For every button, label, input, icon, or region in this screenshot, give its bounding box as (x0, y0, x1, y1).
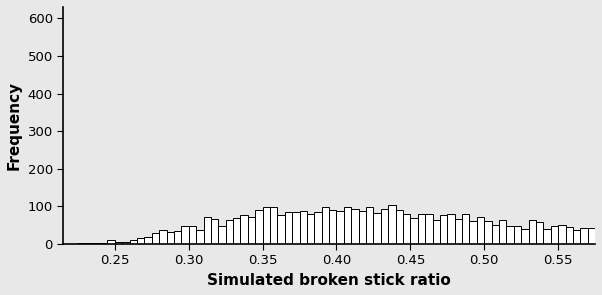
Bar (499, 220, 506, 244)
Bar (122, 242, 129, 244)
Bar (248, 217, 255, 244)
Bar (411, 218, 418, 244)
Bar (211, 219, 219, 244)
Bar (492, 225, 499, 244)
Bar (447, 214, 455, 244)
Bar (432, 219, 440, 244)
Bar (573, 230, 580, 244)
Bar (558, 225, 565, 244)
Bar (300, 211, 307, 244)
Bar (440, 215, 447, 244)
Bar (85, 243, 93, 244)
Bar (536, 222, 544, 244)
Bar (314, 212, 321, 244)
Bar (565, 227, 573, 244)
Bar (255, 210, 262, 244)
Bar (544, 229, 551, 244)
Bar (262, 207, 270, 244)
Bar (321, 207, 329, 244)
Bar (78, 243, 85, 244)
Bar (455, 219, 462, 244)
Y-axis label: Frequency: Frequency (7, 81, 22, 170)
Bar (403, 214, 411, 244)
Bar (425, 214, 432, 244)
Bar (240, 215, 248, 244)
Bar (108, 240, 115, 244)
Bar (381, 209, 388, 244)
Bar (100, 242, 108, 244)
Bar (470, 221, 477, 244)
Bar (292, 212, 300, 244)
Bar (181, 226, 189, 244)
Bar (506, 226, 514, 244)
Bar (226, 220, 233, 244)
Bar (396, 210, 403, 244)
Bar (307, 214, 314, 244)
Bar (373, 213, 381, 244)
Bar (551, 226, 558, 244)
Bar (233, 218, 240, 244)
Bar (167, 232, 174, 244)
Bar (337, 211, 344, 244)
Bar (129, 240, 137, 244)
Bar (388, 205, 396, 244)
Bar (588, 227, 595, 244)
Bar (174, 230, 181, 244)
Bar (366, 207, 373, 244)
Bar (270, 207, 278, 244)
Bar (159, 230, 167, 244)
Bar (144, 237, 152, 244)
Bar (93, 243, 100, 244)
Bar (115, 242, 122, 244)
Bar (477, 217, 484, 244)
Bar (484, 221, 492, 244)
Bar (219, 226, 226, 244)
Bar (285, 212, 292, 244)
Bar (359, 211, 366, 244)
Bar (521, 229, 529, 244)
Bar (580, 228, 588, 244)
Bar (344, 207, 352, 244)
Bar (352, 209, 359, 244)
Bar (418, 214, 425, 244)
Bar (278, 215, 285, 244)
Bar (203, 217, 211, 244)
X-axis label: Simulated broken stick ratio: Simulated broken stick ratio (207, 273, 451, 288)
Bar (514, 226, 521, 244)
Bar (529, 219, 536, 244)
Bar (196, 230, 203, 244)
Bar (329, 210, 337, 244)
Bar (137, 238, 144, 244)
Bar (152, 233, 159, 244)
Bar (462, 214, 470, 244)
Bar (189, 226, 196, 244)
